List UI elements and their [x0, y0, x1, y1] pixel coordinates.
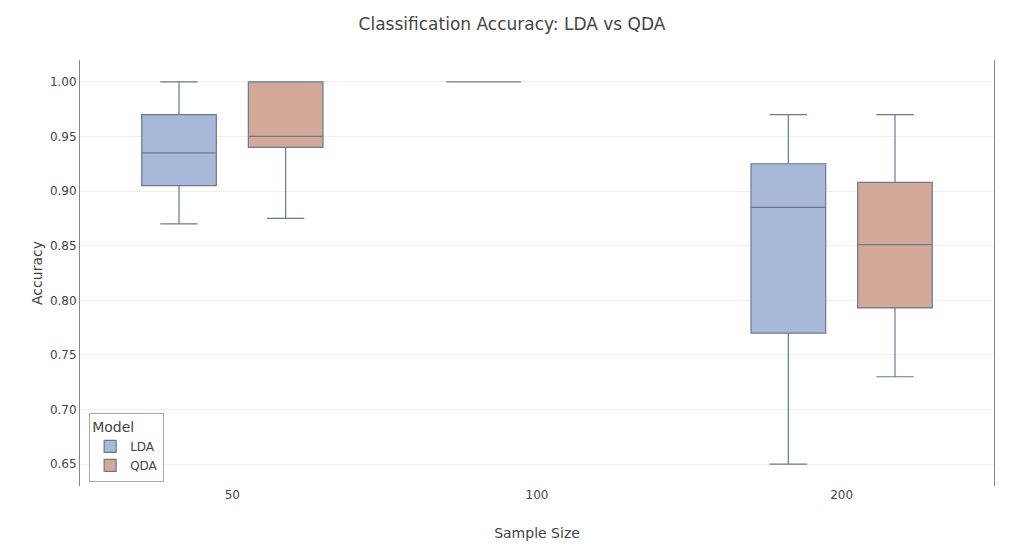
svg-text:0.85: 0.85	[50, 239, 77, 253]
svg-text:Model: Model	[92, 419, 134, 435]
svg-text:Sample Size: Sample Size	[494, 525, 580, 541]
svg-text:Accuracy: Accuracy	[29, 241, 45, 305]
svg-text:200: 200	[830, 488, 853, 502]
svg-text:100: 100	[526, 488, 549, 502]
svg-text:LDA: LDA	[130, 440, 155, 454]
svg-text:0.80: 0.80	[50, 294, 77, 308]
svg-text:0.95: 0.95	[50, 130, 77, 144]
svg-text:0.75: 0.75	[50, 348, 77, 362]
svg-text:1.00: 1.00	[50, 75, 77, 89]
svg-text:0.70: 0.70	[50, 403, 77, 417]
svg-text:0.65: 0.65	[50, 457, 77, 471]
svg-text:50: 50	[225, 488, 240, 502]
svg-text:0.90: 0.90	[50, 184, 77, 198]
svg-text:QDA: QDA	[130, 459, 157, 473]
svg-text:Classification Accuracy: LDA v: Classification Accuracy: LDA vs QDA	[359, 14, 666, 34]
